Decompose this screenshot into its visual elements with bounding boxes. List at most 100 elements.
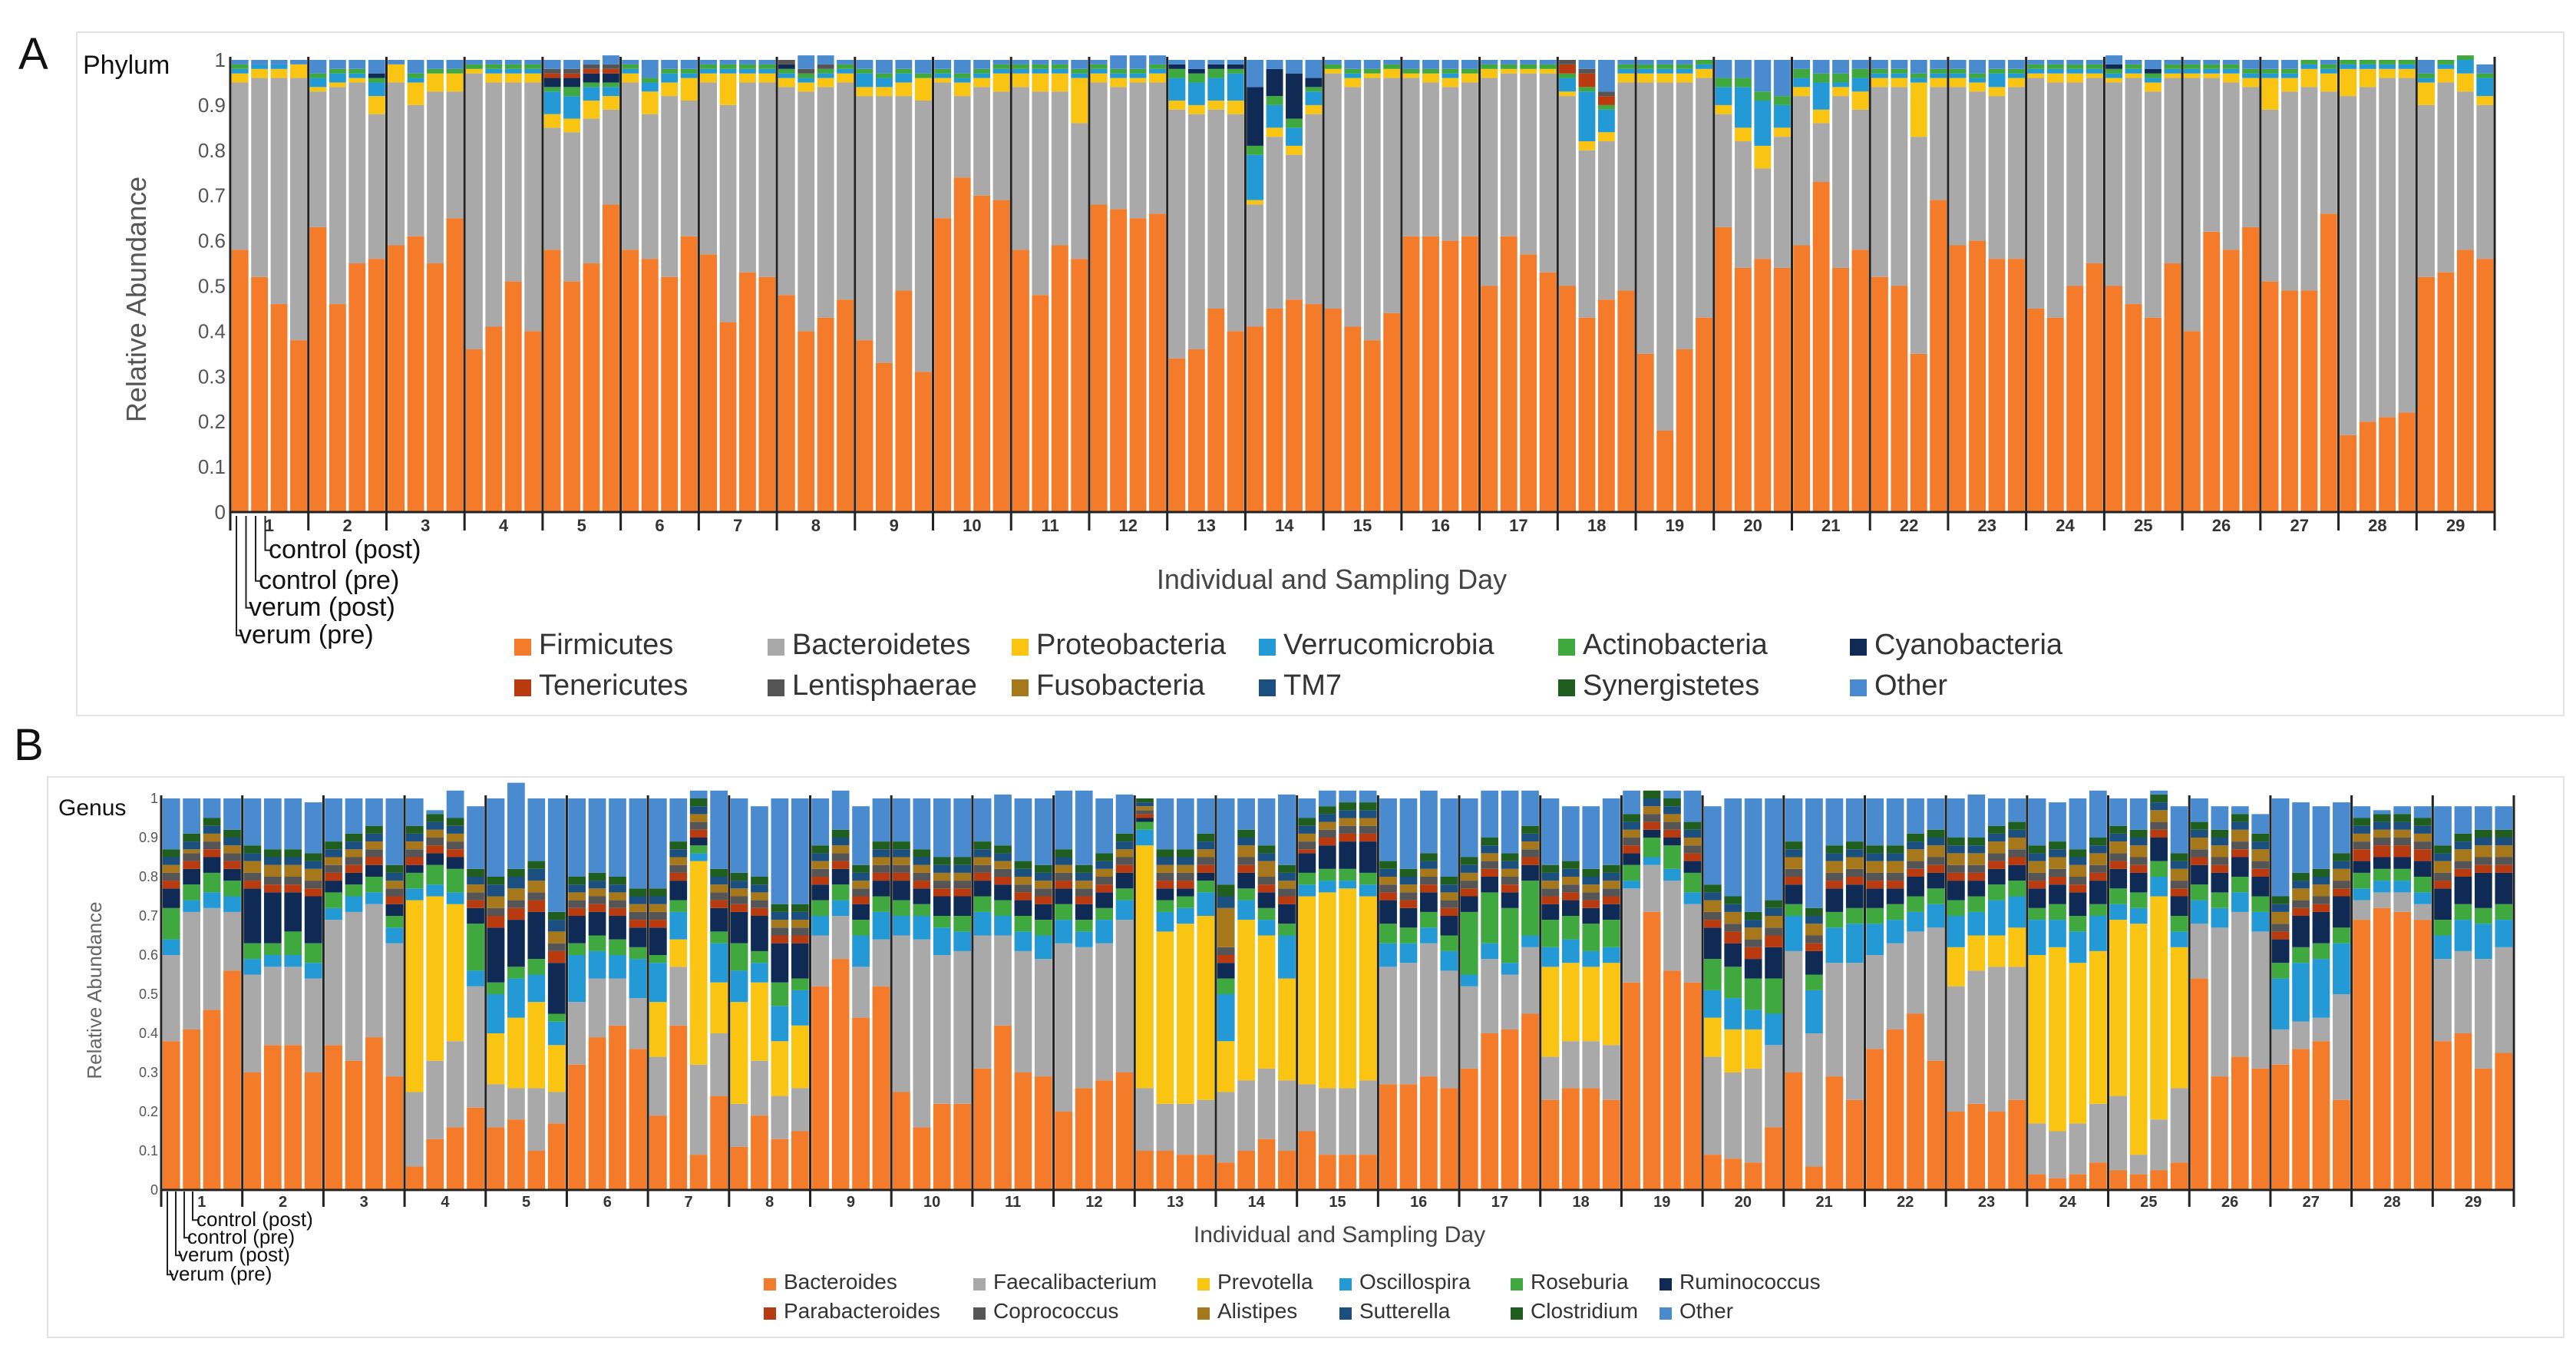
bar-segment-faecalibacterium	[1136, 1088, 1154, 1151]
bar-segment-oscillospira	[2251, 911, 2270, 932]
bar-segment-alistipes	[527, 881, 546, 893]
bar-segment-proteobacteria	[680, 78, 698, 101]
bar-segment-proteobacteria	[1207, 101, 1225, 110]
bar-segment-firmicutes	[251, 276, 269, 512]
bar-segment-sutterella	[1947, 845, 1965, 854]
bar-segment-firmicutes	[1461, 236, 1478, 512]
bar-segment-proteobacteria	[2340, 68, 2357, 97]
bar-segment-coprococcus	[1602, 888, 1620, 897]
sample-key-label: control (pre)	[259, 566, 399, 595]
bar-segment-faecalibacterium	[1602, 1045, 1620, 1100]
bar-segment-roseburia	[1562, 916, 1580, 940]
bar-segment-other	[2191, 798, 2208, 822]
bar-segment-bacteroides	[1947, 1112, 1965, 1190]
bar-segment-proteobacteria	[1696, 68, 1712, 78]
bar-segment-actinobacteria	[1832, 73, 1849, 83]
bar-segment-roseburia	[1197, 881, 1215, 893]
bar-segment-alistipes	[1825, 861, 1844, 873]
bar-segment-bacteroides	[2251, 1068, 2270, 1190]
bar-segment-bacteroides	[649, 1115, 667, 1190]
legend-label: Sutterella	[1359, 1299, 1451, 1323]
bar-segment-clostridium	[1907, 833, 1924, 842]
bar-segment-actinobacteria	[758, 64, 776, 69]
bar-segment-sutterella	[689, 806, 708, 815]
bar-segment-clostridium	[2393, 814, 2412, 822]
bar-segment-actinobacteria	[992, 64, 1010, 69]
bar-segment-other	[2222, 60, 2240, 64]
bar-segment-clostridium	[1176, 849, 1194, 858]
bar-segment-faecalibacterium	[1257, 1068, 1276, 1139]
bar-segment-parabacteroides	[2129, 864, 2148, 873]
sample-key: control (post)control (pre)verum (post)v…	[167, 1191, 313, 1285]
bar-segment-alistipes	[1075, 881, 1093, 889]
bar-segment-alistipes	[913, 864, 931, 873]
bar-segment-clostridium	[2129, 829, 2148, 838]
bar-segment-coprococcus	[1785, 868, 1803, 877]
bar-segment-faecalibacterium	[1987, 967, 2006, 1112]
bar-segment-parabacteroides	[629, 920, 647, 928]
bar-segment-alistipes	[2251, 849, 2270, 861]
group-label: 18	[1572, 1194, 1589, 1211]
bar-segment-bacteroidetes	[1305, 114, 1323, 305]
bar-segment-faecalibacterium	[1907, 931, 1924, 1014]
bar-segment-sutterella	[2089, 845, 2107, 854]
bar-segment-bacteroides	[2089, 1162, 2107, 1190]
bar-segment-clostridium	[1947, 838, 1965, 846]
bar-segment-bacteroidetes	[446, 91, 464, 219]
bar-segment-bacteroides	[1399, 1084, 1418, 1190]
bar-segment-actinobacteria	[2008, 68, 2025, 74]
group-labels: 1 2 3 4 5 6 7 8 9 10 11 12 13 14 15 16 17 18 19 20 21 22 23 24 2…	[197, 1194, 2482, 1211]
bar-segment-alistipes	[2150, 810, 2168, 822]
bar-segment-firmicutes	[680, 236, 698, 512]
bar-segment-bacteroidetes	[1891, 87, 1908, 286]
bar-segment-sutterella	[1825, 853, 1844, 861]
bar-segment-parabacteroides	[751, 907, 768, 916]
bar-segment-bacteroidetes	[1773, 137, 1791, 268]
group-label: 29	[2446, 516, 2465, 535]
bar-segment-bacteroides	[1501, 1029, 1519, 1190]
bar-segment-alistipes	[2271, 911, 2290, 924]
bar-segment-other	[1461, 60, 1478, 69]
bar-segment-other	[1266, 60, 1283, 69]
bar-segment-sutterella	[1805, 916, 1823, 924]
bar-segment-faecalibacterium	[1278, 1080, 1296, 1151]
bar-segment-bacteroides	[1663, 970, 1681, 1190]
bar-segment-sutterella	[2129, 838, 2148, 846]
bar-segment-actinobacteria	[1383, 64, 1401, 69]
bar-segment-alistipes	[1643, 806, 1661, 815]
bar-segment-sutterella	[953, 864, 972, 873]
bar-segment-other	[223, 798, 241, 830]
bar-segment-clostridium	[1703, 884, 1722, 893]
bar-segment-faecalibacterium	[1643, 864, 1661, 912]
bar-segment-faecalibacterium	[263, 967, 282, 1046]
bar-segment-verrucomicrobia	[661, 73, 679, 83]
bar-segment-ruminococcus	[426, 853, 444, 865]
bar-segment-other	[1032, 60, 1049, 64]
bar-segment-parabacteroides	[284, 884, 302, 893]
bar-segment-other	[183, 798, 200, 834]
bar-segment-actinobacteria	[719, 64, 737, 69]
bar-segment-roseburia	[2150, 861, 2168, 877]
legend-label: Ruminococcus	[1679, 1270, 1821, 1294]
bar-segment-roseburia	[1785, 904, 1803, 916]
bar-segment-alistipes	[1460, 872, 1478, 881]
bar-segment-sutterella	[527, 868, 546, 881]
bar-segment-roseburia	[791, 978, 809, 990]
bar-segment-verrucomicrobia	[2379, 64, 2396, 69]
bar-segment-bacteroidetes	[719, 104, 737, 322]
bar-segment-coprococcus	[203, 841, 221, 850]
bar-segment-other	[914, 60, 932, 74]
bar-segment-parabacteroides	[2028, 881, 2046, 889]
bar-segment-bacteroidetes	[1227, 114, 1244, 332]
bar-segment-other	[1481, 790, 1499, 838]
bar-segment-bacteroidetes	[2027, 78, 2045, 309]
bar-segment-faecalibacterium	[831, 916, 850, 960]
bar-segment-prevotella	[1541, 967, 1560, 1057]
bar-segment-faecalibacterium	[162, 955, 180, 1042]
bar-segment-verrucomicrobia	[1696, 64, 1712, 69]
bar-segment-coprococcus	[2191, 849, 2208, 858]
bar-segment-coprococcus	[913, 872, 931, 881]
bar-segment-firmicutes	[1227, 331, 1244, 512]
panel-frame	[47, 776, 2564, 1338]
bar-segment-sutterella	[1197, 841, 1215, 850]
